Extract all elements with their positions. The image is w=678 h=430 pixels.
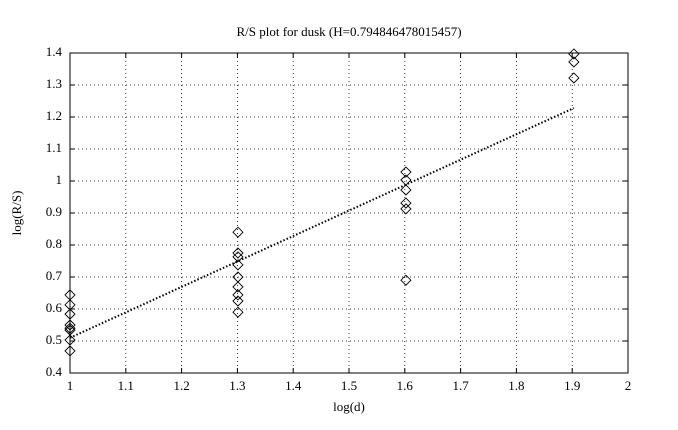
y-tick-label: 0.6: [46, 300, 63, 315]
x-tick-label: 1.8: [508, 378, 524, 393]
y-tick-label: 0.5: [46, 332, 62, 347]
data-point: [400, 274, 412, 286]
x-tick-label: 1.3: [229, 378, 245, 393]
data-point: [232, 259, 244, 271]
y-tick-label: 1.3: [46, 76, 62, 91]
data-point: [64, 299, 76, 311]
x-tick-label: 1.1: [118, 378, 134, 393]
x-axis-label: log(d): [333, 399, 365, 414]
data-point: [64, 319, 76, 331]
y-tick-label: 1.4: [46, 44, 63, 59]
data-point: [232, 289, 244, 301]
data-point: [400, 184, 412, 196]
y-tick-label: 0.4: [46, 364, 63, 379]
data-point: [232, 281, 244, 293]
y-tick-label: 1.2: [46, 108, 62, 123]
data-point: [64, 308, 76, 320]
data-point: [64, 334, 76, 346]
y-axis-label: log(R/S): [9, 191, 24, 236]
x-tick-label: 2: [625, 378, 632, 393]
x-tick-label: 1.9: [564, 378, 580, 393]
y-tick-label: 0.9: [46, 204, 62, 219]
data-point: [64, 345, 76, 357]
y-tick-label: 1: [56, 172, 63, 187]
y-tick-label: 0.7: [46, 268, 63, 283]
data-point: [400, 203, 412, 215]
data-point: [568, 56, 580, 68]
x-tick-label: 1.7: [452, 378, 469, 393]
data-point: [232, 295, 244, 307]
fit-line: [69, 107, 575, 339]
data-point: [568, 72, 580, 84]
x-tick-label: 1.5: [341, 378, 357, 393]
x-tick-label: 1.6: [397, 378, 414, 393]
plot-frame: [69, 52, 629, 374]
chart-title: R/S plot for dusk (H=0.794846478015457): [236, 24, 461, 39]
data-point: [232, 247, 244, 259]
data-point: [232, 251, 244, 263]
x-tick-label: 1: [67, 378, 74, 393]
data-point: [400, 166, 412, 178]
data-point: [232, 226, 244, 238]
y-tick-label: 1.1: [46, 140, 62, 155]
x-tick-label: 1.2: [173, 378, 189, 393]
data-point: [64, 322, 76, 334]
y-tick-label: 0.8: [46, 236, 62, 251]
x-tick-label: 1.4: [285, 378, 302, 393]
data-point: [400, 197, 412, 209]
data-point: [568, 48, 580, 60]
data-point: [232, 306, 244, 318]
